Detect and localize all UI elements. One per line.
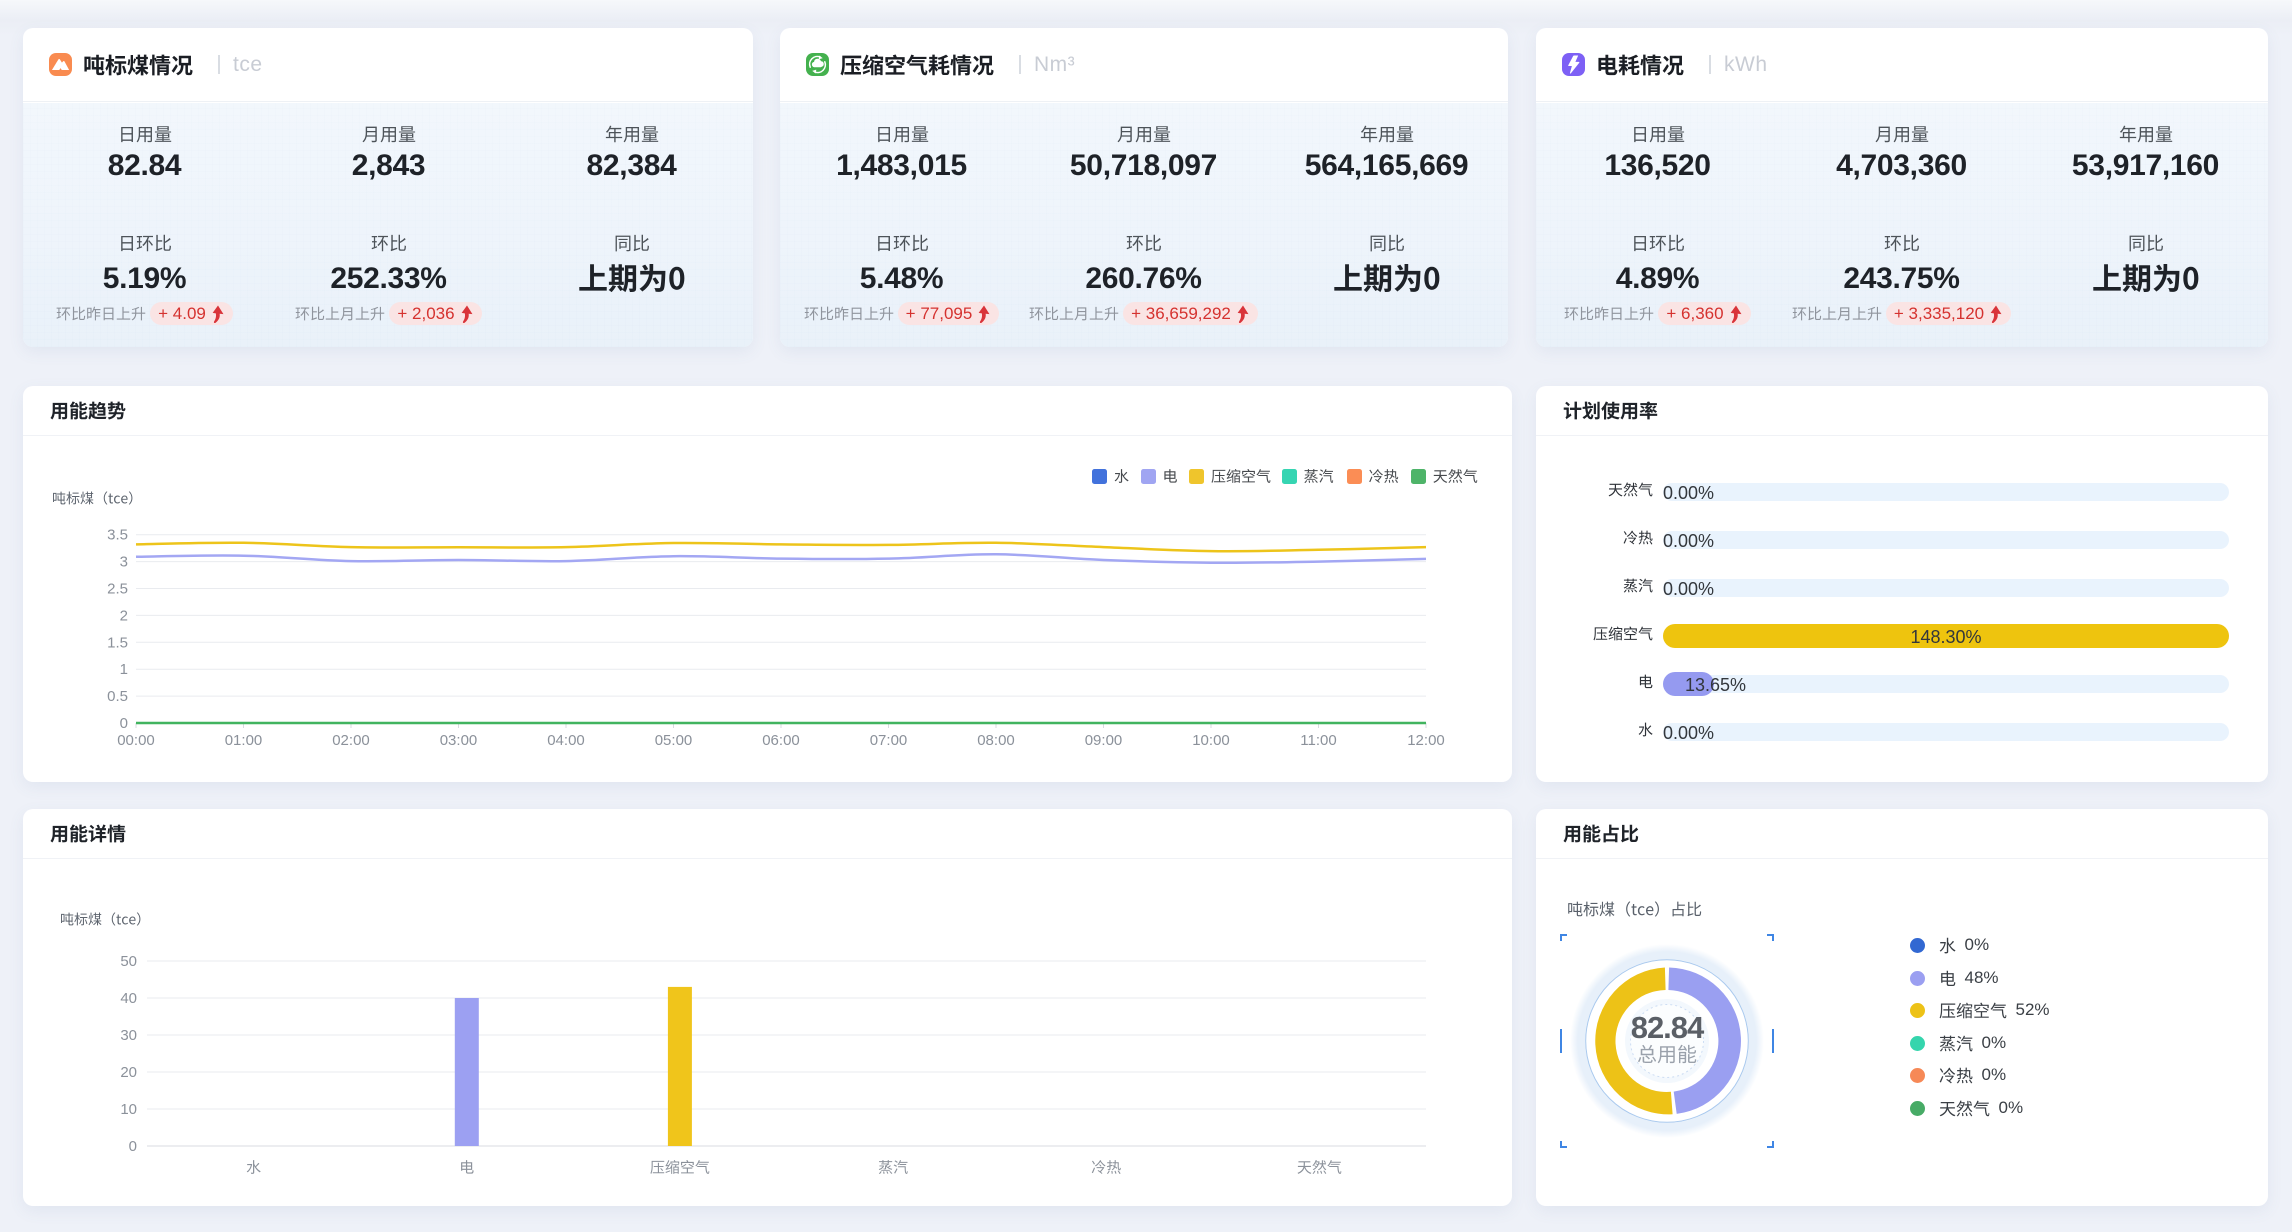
svg-text:08:00: 08:00: [977, 732, 1015, 749]
svg-text:02:00: 02:00: [332, 732, 370, 749]
svg-text:05:00: 05:00: [655, 732, 693, 749]
svg-text:2: 2: [120, 607, 128, 624]
svg-text:3: 3: [120, 554, 128, 571]
svg-text:1.5: 1.5: [107, 634, 128, 651]
svg-text:01:00: 01:00: [225, 732, 263, 749]
svg-text:20: 20: [120, 1064, 137, 1081]
svg-text:2.5: 2.5: [107, 581, 128, 598]
svg-text:04:00: 04:00: [547, 732, 585, 749]
svg-text:09:00: 09:00: [1085, 732, 1123, 749]
svg-text:0.5: 0.5: [107, 688, 128, 705]
svg-text:10:00: 10:00: [1192, 732, 1230, 749]
svg-text:50: 50: [120, 953, 137, 970]
svg-text:0: 0: [129, 1138, 137, 1155]
svg-text:3.5: 3.5: [107, 527, 128, 544]
svg-text:00:00: 00:00: [117, 732, 155, 749]
svg-text:12:00: 12:00: [1407, 732, 1445, 749]
svg-text:07:00: 07:00: [870, 732, 908, 749]
svg-text:1: 1: [120, 661, 128, 678]
svg-text:03:00: 03:00: [440, 732, 478, 749]
svg-text:30: 30: [120, 1027, 137, 1044]
svg-text:40: 40: [120, 990, 137, 1007]
svg-text:11:00: 11:00: [1300, 732, 1336, 749]
svg-text:82.84: 82.84: [1631, 1010, 1705, 1045]
svg-text:06:00: 06:00: [762, 732, 800, 749]
svg-text:0: 0: [120, 715, 128, 732]
svg-text:10: 10: [120, 1101, 137, 1118]
